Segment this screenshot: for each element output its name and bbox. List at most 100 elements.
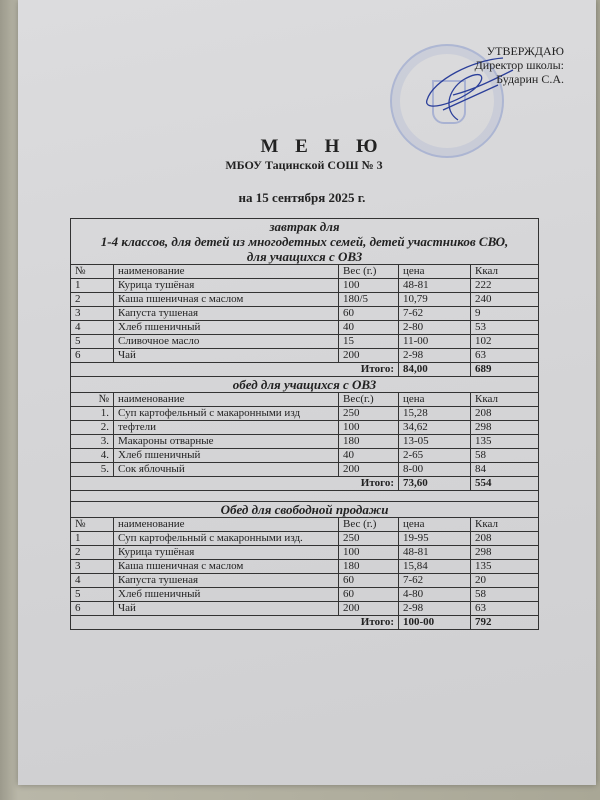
section-title-line: завтрак для xyxy=(269,219,340,235)
table-row: 1 Курица тушёная 100 48-81 222 xyxy=(70,278,540,293)
school-seal xyxy=(390,44,504,158)
table-cell: 8-00 xyxy=(398,462,471,477)
column-header: № xyxy=(70,517,114,532)
total-kcal: 792 xyxy=(469,615,540,630)
table-cell: 208 xyxy=(469,406,540,421)
table-cell: 60 xyxy=(338,587,399,602)
column-header: цена xyxy=(398,392,471,407)
table-cell: 7-62 xyxy=(398,306,471,321)
table-cell: 34,62 xyxy=(398,420,471,435)
column-header: Вес (г.) xyxy=(338,264,399,279)
total-kcal: 689 xyxy=(469,362,540,377)
table-cell: 4 xyxy=(70,573,114,588)
section-title-line: обед для учащихся с ОВЗ xyxy=(232,377,377,392)
table-cell: 6 xyxy=(70,348,114,363)
table-cell: 5. xyxy=(70,462,114,477)
table-cell: 135 xyxy=(469,434,540,449)
table-cell: Капуста тушеная xyxy=(113,306,339,321)
table-cell: Макароны отварные xyxy=(113,434,339,449)
table-row: 6 Чай 200 2-98 63 xyxy=(70,348,540,363)
table-cell: 2-98 xyxy=(398,601,471,616)
table-cell: 10,79 xyxy=(398,292,471,307)
table-row: 6 Чай 200 2-98 63 xyxy=(70,601,540,616)
table-row: 3 Капуста тушеная 60 7-62 9 xyxy=(70,306,540,321)
table-cell: 48-81 xyxy=(398,278,471,293)
table-cell: Суп картофельный с макаронными изд xyxy=(113,406,339,421)
table-row: 2 Курица тушёная 100 48-81 298 xyxy=(70,545,540,560)
table-cell: Хлеб пшеничный xyxy=(113,320,339,335)
table-cell: 9 xyxy=(469,306,540,321)
table-cell: Хлеб пшеничный xyxy=(113,448,339,463)
total-price: 73,60 xyxy=(398,476,471,491)
table-cell: 63 xyxy=(469,601,540,616)
menu-table: завтрак для 1-4 классов, для детей из мно… xyxy=(69,218,540,630)
table-cell: 222 xyxy=(469,278,540,293)
spacer-row xyxy=(69,490,540,502)
table-cell: 2 xyxy=(70,292,114,307)
table-row: 3 Каша пшеничная с маслом 180 15,84 135 xyxy=(70,559,540,574)
table-row: 2. тефтели 100 34,62 298 xyxy=(70,420,540,435)
table-cell: Чай xyxy=(113,601,339,616)
table-cell: 7-62 xyxy=(398,573,471,588)
school-name: МБОУ Тацинской СОШ № 3 xyxy=(225,158,383,172)
column-header: Ккал xyxy=(469,517,540,532)
table-cell: 3 xyxy=(70,559,114,574)
section-title: Обед для свободной продажи xyxy=(69,501,540,518)
table-row: 5 Сливочное масло 15 11-00 102 xyxy=(70,334,540,349)
table-cell: 48-81 xyxy=(398,545,471,560)
table-cell: 180 xyxy=(338,434,399,449)
table-cell: 200 xyxy=(338,348,399,363)
table-cell: 1 xyxy=(70,278,114,293)
approval-block: УТВЕРЖДАЮ Директор школы: Бударин С.А. xyxy=(475,44,564,86)
table-cell: 102 xyxy=(469,334,540,349)
table-cell: 6 xyxy=(70,601,114,616)
column-header: наименование xyxy=(113,392,339,407)
table-row: 4 Капуста тушеная 60 7-62 20 xyxy=(70,573,540,588)
table-cell: 58 xyxy=(469,448,540,463)
column-header: цена xyxy=(398,264,471,279)
total-row: Итого: 84,00 689 xyxy=(70,362,540,377)
table-cell: 4. xyxy=(70,448,114,463)
approval-position: Директор школы: xyxy=(474,58,564,72)
table-row: 4. Хлеб пшеничный 40 2-65 58 xyxy=(70,448,540,463)
section-title-line: для учащихся с ОВЗ xyxy=(246,249,363,264)
table-cell: 40 xyxy=(338,320,399,335)
table-cell: 208 xyxy=(469,531,540,546)
table-cell: 200 xyxy=(338,462,399,477)
total-price: 100-00 xyxy=(398,615,471,630)
section-title-row: Обед для свободной продажи xyxy=(69,501,540,518)
table-cell: 19-95 xyxy=(398,531,471,546)
table-header-row: № наименование Вес (г.) цена Ккал xyxy=(70,264,540,279)
table-cell: 180/5 xyxy=(338,292,399,307)
spacer xyxy=(69,490,540,502)
director-signature xyxy=(426,57,514,121)
table-cell: Каша пшеничная с маслом xyxy=(113,559,339,574)
table-cell: Каша пшеничная с маслом xyxy=(113,292,339,307)
column-header: № xyxy=(70,392,114,407)
table-cell: 3 xyxy=(70,306,114,321)
table-cell: 11-00 xyxy=(398,334,471,349)
table-cell: 250 xyxy=(338,406,399,421)
table-cell: 250 xyxy=(338,531,399,546)
table-cell: 53 xyxy=(469,320,540,335)
table-cell: 15 xyxy=(338,334,399,349)
table-cell: 2. xyxy=(70,420,114,435)
menu-date: на 15 сентября 2025 г. xyxy=(238,190,366,205)
column-header: Вес (г.) xyxy=(338,517,399,532)
table-cell: 5 xyxy=(70,334,114,349)
section-title-row: завтрак для 1-4 классов, для детей из мно… xyxy=(69,218,540,265)
table-cell: 180 xyxy=(338,559,399,574)
table-cell: 298 xyxy=(469,420,540,435)
table-cell: 100 xyxy=(338,545,399,560)
table-row: 1 Суп картофельный с макаронными изд. 250 1… xyxy=(70,531,540,546)
total-label: Итого: xyxy=(70,476,399,491)
approval-name: Бударин С.А. xyxy=(496,72,564,86)
section-title-line: Обед для свободной продажи xyxy=(220,502,389,517)
table-cell: 135 xyxy=(469,559,540,574)
total-kcal: 554 xyxy=(469,476,540,491)
table-row: 1. Суп картофельный с макаронными изд 250 1… xyxy=(70,406,540,421)
table-header-row: № наименование Вес(г.) цена Ккал xyxy=(70,392,540,407)
table-cell: Капуста тушеная xyxy=(113,573,339,588)
table-cell: 4-80 xyxy=(398,587,471,602)
table-cell: Суп картофельный с макаронными изд. xyxy=(113,531,339,546)
